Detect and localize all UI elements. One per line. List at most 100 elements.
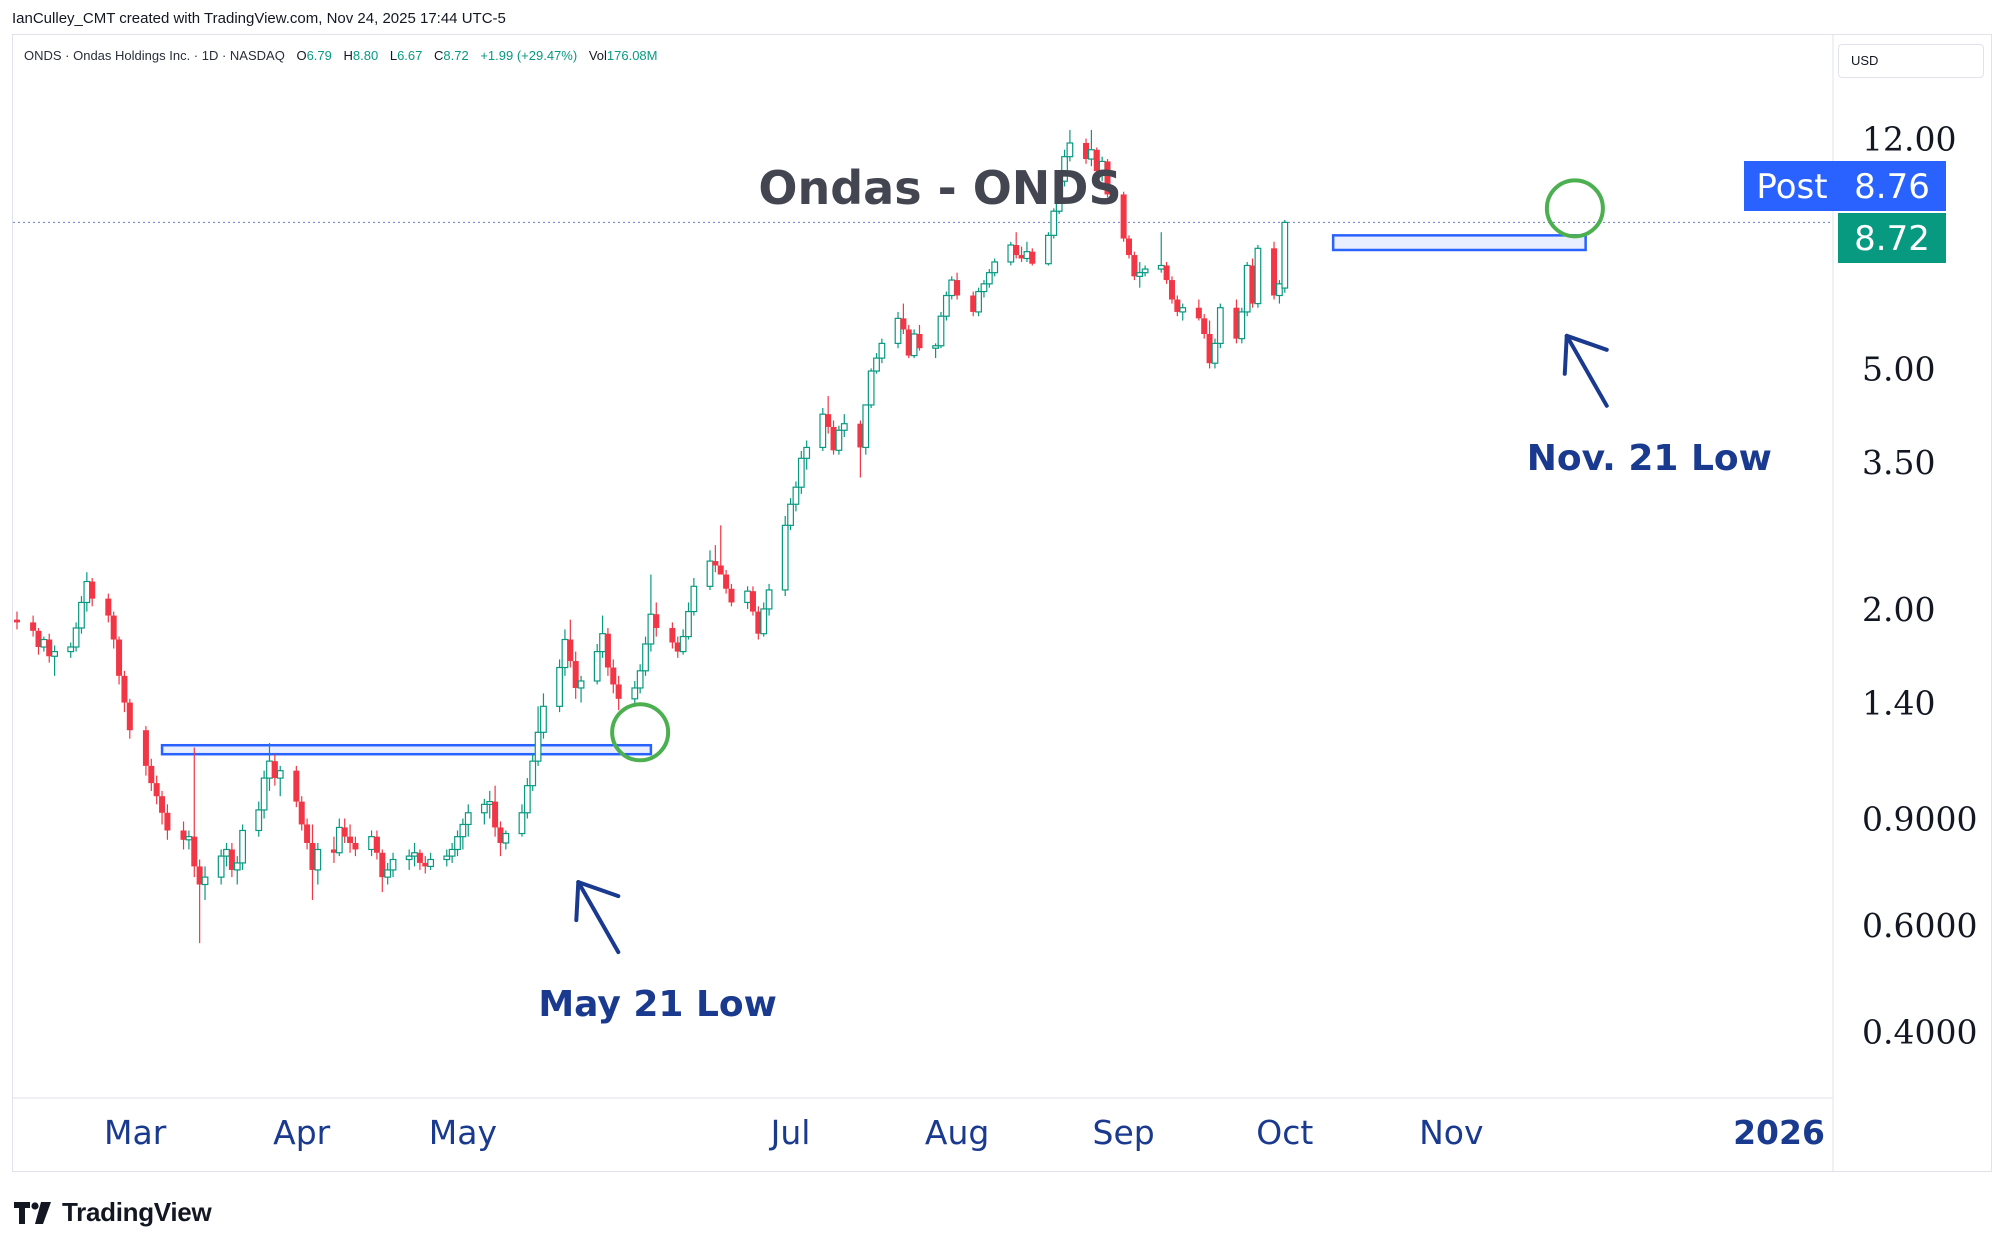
candle (35, 627, 42, 655)
candle (723, 569, 730, 594)
candle (110, 611, 117, 649)
candle (1174, 295, 1181, 317)
candle (1254, 245, 1262, 308)
legend-open: 6.79 (306, 48, 332, 63)
candle (191, 747, 198, 878)
resistance-zone (160, 743, 653, 756)
tradingview-logo[interactable]: TradingView (14, 1197, 212, 1228)
candle (368, 830, 375, 857)
candle (916, 324, 923, 351)
candle (217, 849, 225, 885)
legend-low: 6.67 (397, 48, 423, 63)
candle (749, 586, 756, 616)
chart-frame[interactable] (12, 34, 1992, 1172)
candle (1131, 251, 1138, 281)
candle (1007, 241, 1015, 266)
candle (1281, 219, 1289, 293)
candle (159, 790, 166, 825)
candle (502, 830, 510, 850)
candle (347, 824, 354, 853)
candle (1055, 178, 1063, 215)
candle (201, 866, 209, 900)
candle (14, 611, 20, 630)
candle (1136, 261, 1144, 288)
last-price-label: 8.72 (1854, 219, 1930, 259)
candle (255, 801, 263, 837)
candle (862, 404, 870, 455)
chart-credit: IanCulley_CMT created with TradingView.c… (12, 10, 506, 27)
candle (223, 842, 230, 867)
candle (728, 583, 735, 607)
candle (744, 586, 751, 609)
candle (518, 804, 526, 837)
candle (341, 818, 348, 843)
candle (835, 425, 843, 455)
candle (233, 856, 241, 885)
symbol-legend[interactable]: ONDS · Ondas Holdings Inc. · 1D · NASDAQ… (24, 48, 657, 63)
candle (985, 269, 993, 288)
candle (142, 726, 149, 776)
y-tick-label: 3.50 (1862, 443, 1935, 482)
x-tick-label: 2026 (1733, 1113, 1825, 1152)
candle (40, 636, 48, 652)
tradingview-wordmark: TradingView (62, 1197, 212, 1227)
currency-selector[interactable]: USD (1838, 44, 1984, 78)
candle (454, 830, 461, 857)
candle (298, 796, 305, 831)
legend-open-label: O (296, 48, 307, 63)
candle (830, 420, 837, 455)
candle (1271, 241, 1278, 300)
candle (448, 842, 456, 863)
candle (567, 619, 574, 668)
candle (1238, 307, 1246, 344)
candle (679, 629, 687, 655)
candle (857, 420, 864, 478)
x-tick-label: Mar (104, 1113, 167, 1152)
candle (980, 280, 988, 298)
resistance-zone (1331, 234, 1587, 252)
candle (1066, 129, 1074, 162)
candle (51, 645, 59, 676)
candle (72, 622, 80, 652)
candle (1141, 265, 1149, 277)
candle (523, 778, 531, 819)
candle (335, 818, 343, 857)
candle (83, 572, 91, 612)
candle (1126, 235, 1133, 259)
candle (942, 291, 950, 321)
x-tick-label: Aug (925, 1113, 989, 1152)
breakout-circle (1544, 178, 1605, 239)
candle (271, 754, 278, 786)
annotation-arrow (574, 880, 621, 955)
candle (427, 852, 435, 870)
candle (690, 578, 698, 616)
candle (153, 775, 160, 805)
candle (492, 785, 499, 837)
candle (1050, 208, 1058, 239)
candle (46, 633, 53, 663)
candle (825, 396, 832, 434)
chart-title: Ondas - ONDS (758, 161, 1121, 215)
y-tick-label: 0.4000 (1862, 1012, 1977, 1051)
legend-symbol: ONDS · Ondas Holdings Inc. · 1D · NASDAQ (24, 48, 285, 63)
y-tick-label: 12.00 (1862, 120, 1956, 159)
candle (900, 303, 907, 334)
candle (304, 818, 311, 850)
tradingview-logo-icon (14, 1201, 51, 1224)
candle (556, 659, 563, 713)
y-tick-label: 0.6000 (1862, 906, 1977, 945)
candle (464, 804, 472, 837)
candle (389, 852, 397, 878)
x-tick-label: Nov (1419, 1113, 1483, 1152)
candle (1211, 338, 1219, 369)
candle (126, 698, 133, 739)
candle (792, 481, 800, 512)
legend-low-label: L (389, 48, 398, 63)
y-tick-label: 0.9000 (1862, 800, 1977, 839)
candle (534, 706, 542, 766)
candle (975, 287, 982, 317)
candle (1157, 232, 1165, 273)
candle (572, 651, 579, 699)
candle (970, 291, 977, 317)
